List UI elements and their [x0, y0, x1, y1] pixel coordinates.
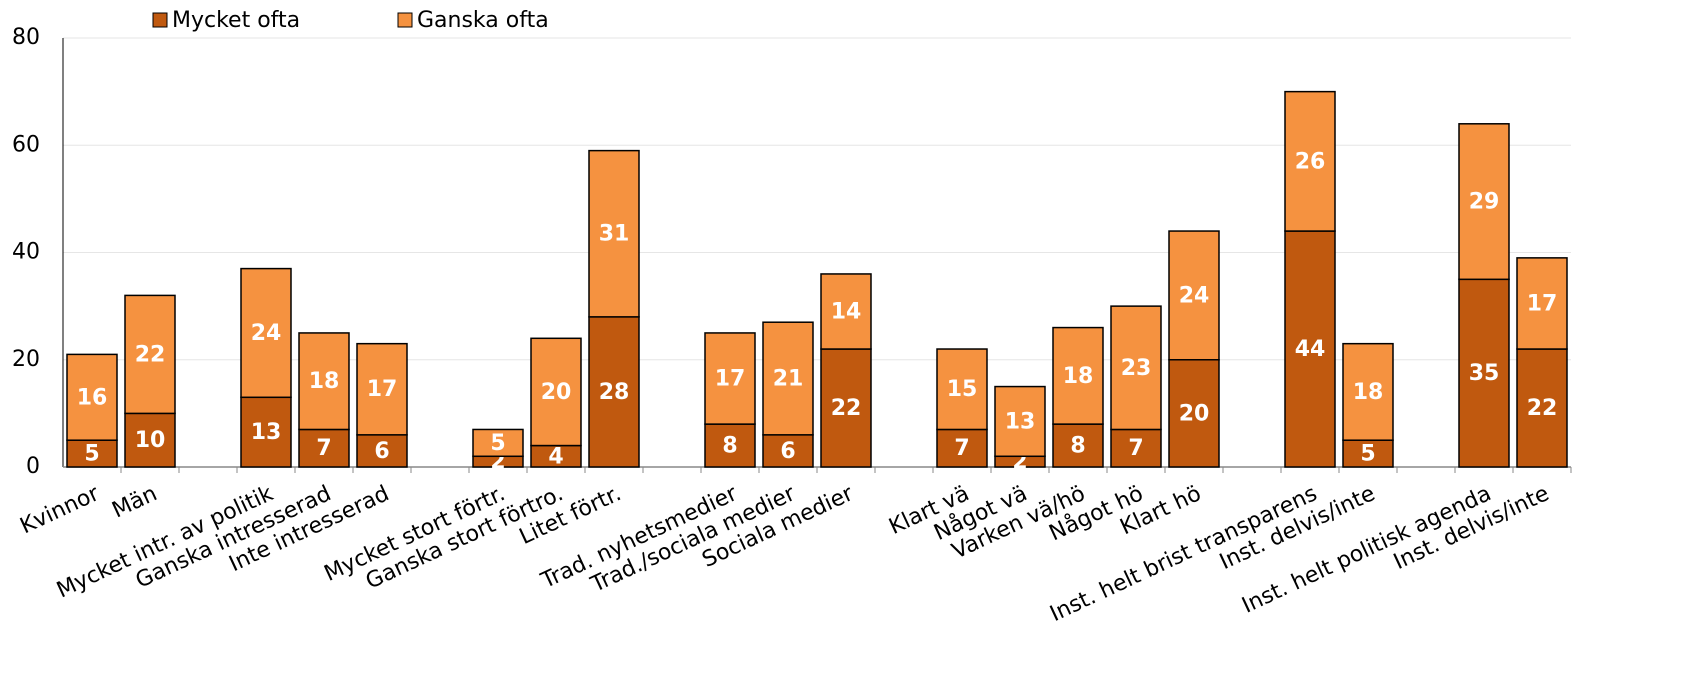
- bar-segment: [124, 294, 176, 415]
- bar-segment: [704, 332, 756, 425]
- bar-segment: [820, 273, 872, 350]
- legend-label: Mycket ofta: [172, 8, 300, 33]
- value-label: 18: [1063, 364, 1094, 389]
- value-label: 24: [1179, 283, 1210, 308]
- bar-segment: [66, 439, 118, 468]
- value-label: 5: [490, 431, 505, 456]
- bar-segment: [530, 337, 582, 447]
- bar-segment: [936, 348, 988, 431]
- y-tick-label: 40: [12, 240, 40, 265]
- x-tick-label: Män: [108, 481, 161, 523]
- value-label: 22: [831, 396, 862, 421]
- bar-segment: [762, 434, 814, 468]
- value-label: 20: [1179, 401, 1210, 426]
- value-label: 28: [599, 380, 630, 405]
- bar-segment: [240, 267, 292, 399]
- value-label: 15: [947, 377, 978, 402]
- value-label: 22: [1527, 396, 1558, 421]
- value-label: 14: [831, 299, 862, 324]
- bar-segment: [1284, 230, 1336, 468]
- value-label: 10: [135, 428, 166, 453]
- value-label: 13: [1005, 409, 1036, 434]
- value-label: 24: [251, 321, 282, 346]
- y-tick-label: 20: [12, 347, 40, 372]
- bar-segment: [588, 316, 640, 468]
- bar-segment: [1110, 305, 1162, 431]
- bar-segment: [1168, 230, 1220, 361]
- bar-segment: [472, 428, 524, 458]
- legend-label: Ganska ofta: [417, 8, 549, 33]
- bar-segment: [588, 149, 640, 318]
- bar-segment: [704, 423, 756, 468]
- bar-segment: [1342, 342, 1394, 441]
- bar-segment: [240, 396, 292, 468]
- legend-swatch: [152, 12, 168, 28]
- bar-segment: [66, 353, 118, 441]
- bar-segment: [820, 348, 872, 468]
- bar-segment: [1458, 123, 1510, 281]
- bar-segment: [356, 434, 408, 468]
- value-label: 17: [715, 367, 746, 392]
- bar-segment: [1284, 90, 1336, 232]
- value-label: 5: [84, 442, 99, 467]
- bar-segment: [1342, 439, 1394, 468]
- value-label: 16: [77, 385, 108, 410]
- y-tick-label: 0: [26, 454, 40, 479]
- legend-swatch: [397, 12, 413, 28]
- value-label: 18: [1353, 380, 1384, 405]
- value-label: 7: [954, 436, 969, 461]
- value-label: 4: [548, 444, 563, 469]
- bar-segment: [356, 342, 408, 436]
- value-label: 29: [1469, 190, 1500, 215]
- y-tick-label: 80: [12, 25, 40, 50]
- bar-segment: [124, 412, 176, 468]
- value-label: 35: [1469, 361, 1500, 386]
- value-label: 7: [1128, 436, 1143, 461]
- value-label: 20: [541, 380, 572, 405]
- value-label: 7: [316, 436, 331, 461]
- bar-segment: [1458, 278, 1510, 468]
- value-label: 6: [374, 439, 389, 464]
- value-label: 23: [1121, 356, 1152, 381]
- bar-segment: [1110, 428, 1162, 468]
- bar-segment: [994, 385, 1046, 458]
- value-label: 21: [773, 367, 804, 392]
- value-label: 31: [599, 222, 630, 247]
- bar-segment: [762, 321, 814, 436]
- bar-segment: [1516, 348, 1568, 468]
- x-tick-label: Kvinnor: [16, 481, 104, 540]
- value-label: 22: [135, 342, 166, 367]
- value-label: 5: [1360, 442, 1375, 467]
- bar-segment: [1052, 326, 1104, 425]
- value-label: 26: [1295, 149, 1326, 174]
- bar-segment: [1516, 257, 1568, 350]
- value-label: 6: [780, 439, 795, 464]
- value-label: 44: [1295, 337, 1326, 362]
- y-tick-label: 60: [12, 132, 40, 157]
- bar-segment: [298, 428, 350, 468]
- value-label: 8: [1070, 434, 1085, 459]
- value-label: 17: [1527, 291, 1558, 316]
- value-label: 17: [367, 377, 398, 402]
- bar-segment: [1168, 359, 1220, 468]
- value-label: 13: [251, 420, 282, 445]
- bar-segment: [298, 332, 350, 431]
- value-label: 8: [722, 434, 737, 459]
- value-label: 18: [309, 369, 340, 394]
